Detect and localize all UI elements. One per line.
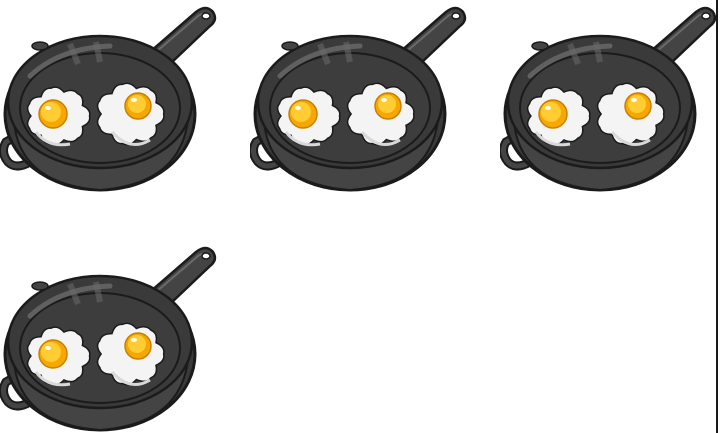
egg-right — [96, 82, 165, 146]
egg-right — [96, 322, 165, 386]
right-edge-line — [716, 0, 718, 433]
pan-handle — [397, 6, 467, 66]
pan-handle — [647, 6, 717, 66]
frying-pan-2 — [250, 6, 467, 192]
egg-left — [26, 326, 91, 387]
pan-side-handle — [250, 129, 295, 171]
frying-pan-3 — [500, 6, 717, 192]
pan-side-handle — [500, 129, 545, 171]
egg-left — [276, 86, 341, 147]
egg-right — [596, 82, 665, 146]
pan-handle — [147, 6, 217, 66]
egg-right — [346, 82, 415, 146]
egg-left — [26, 86, 91, 147]
egg-left — [526, 86, 591, 147]
frying-pan-4 — [0, 246, 217, 432]
frying-pan-1 — [0, 6, 217, 192]
pan-side-handle — [0, 369, 45, 411]
pan-handle — [147, 246, 217, 306]
pan-side-handle — [0, 129, 45, 171]
